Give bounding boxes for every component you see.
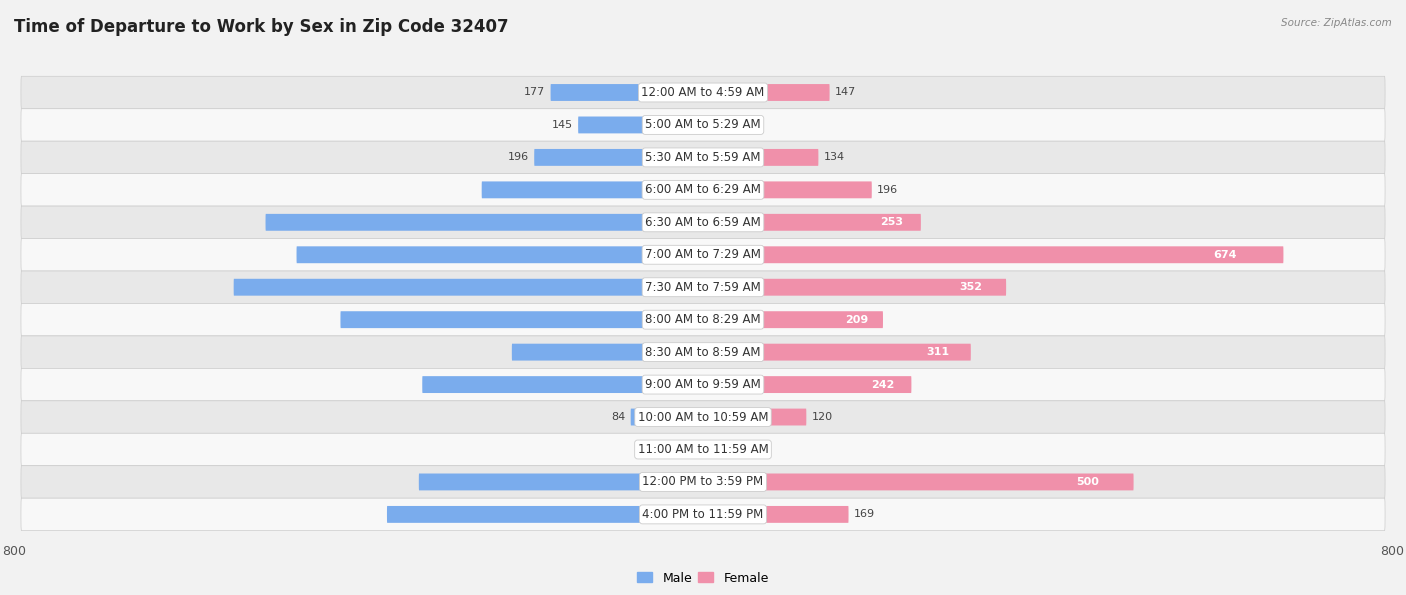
Text: 169: 169 <box>853 509 875 519</box>
FancyBboxPatch shape <box>534 149 703 166</box>
Text: 5:30 AM to 5:59 AM: 5:30 AM to 5:59 AM <box>645 151 761 164</box>
Text: 10:00 AM to 10:59 AM: 10:00 AM to 10:59 AM <box>638 411 768 424</box>
Text: 36: 36 <box>652 444 666 455</box>
FancyBboxPatch shape <box>21 433 1385 466</box>
FancyBboxPatch shape <box>703 311 883 328</box>
Text: 120: 120 <box>811 412 832 422</box>
Text: 311: 311 <box>927 347 949 357</box>
FancyBboxPatch shape <box>21 239 1385 271</box>
Text: 367: 367 <box>678 509 702 519</box>
FancyBboxPatch shape <box>233 279 703 296</box>
Text: 222: 222 <box>688 347 711 357</box>
FancyBboxPatch shape <box>21 336 1385 368</box>
Text: 12:00 PM to 3:59 PM: 12:00 PM to 3:59 PM <box>643 475 763 488</box>
FancyBboxPatch shape <box>419 474 703 490</box>
FancyBboxPatch shape <box>703 214 921 231</box>
Text: 253: 253 <box>880 217 904 227</box>
FancyBboxPatch shape <box>21 141 1385 174</box>
FancyBboxPatch shape <box>578 117 703 133</box>
FancyBboxPatch shape <box>21 466 1385 498</box>
FancyBboxPatch shape <box>703 409 807 425</box>
FancyBboxPatch shape <box>512 344 703 361</box>
Text: 242: 242 <box>872 380 894 390</box>
FancyBboxPatch shape <box>703 279 1007 296</box>
Text: 12:00 AM to 4:59 AM: 12:00 AM to 4:59 AM <box>641 86 765 99</box>
Text: 421: 421 <box>673 315 697 325</box>
Text: 134: 134 <box>824 152 845 162</box>
FancyBboxPatch shape <box>21 76 1385 109</box>
FancyBboxPatch shape <box>703 474 1133 490</box>
FancyBboxPatch shape <box>703 246 1284 263</box>
FancyBboxPatch shape <box>21 109 1385 141</box>
FancyBboxPatch shape <box>703 181 872 198</box>
Text: 11:00 AM to 11:59 AM: 11:00 AM to 11:59 AM <box>638 443 768 456</box>
FancyBboxPatch shape <box>703 506 849 523</box>
Text: 145: 145 <box>551 120 574 130</box>
Text: 6:00 AM to 6:29 AM: 6:00 AM to 6:29 AM <box>645 183 761 196</box>
FancyBboxPatch shape <box>387 506 703 523</box>
Text: 147: 147 <box>835 87 856 98</box>
FancyBboxPatch shape <box>21 498 1385 531</box>
Text: 7:30 AM to 7:59 AM: 7:30 AM to 7:59 AM <box>645 281 761 294</box>
FancyBboxPatch shape <box>482 181 703 198</box>
Text: 8:30 AM to 8:59 AM: 8:30 AM to 8:59 AM <box>645 346 761 359</box>
FancyBboxPatch shape <box>631 409 703 425</box>
FancyBboxPatch shape <box>21 303 1385 336</box>
Text: 5:00 AM to 5:29 AM: 5:00 AM to 5:29 AM <box>645 118 761 131</box>
Text: 196: 196 <box>508 152 529 162</box>
FancyBboxPatch shape <box>703 149 818 166</box>
Text: 209: 209 <box>845 315 869 325</box>
FancyBboxPatch shape <box>21 271 1385 303</box>
Text: 352: 352 <box>959 282 981 292</box>
FancyBboxPatch shape <box>703 84 830 101</box>
Text: Time of Departure to Work by Sex in Zip Code 32407: Time of Departure to Work by Sex in Zip … <box>14 18 509 36</box>
FancyBboxPatch shape <box>21 368 1385 401</box>
Text: 674: 674 <box>1213 250 1237 260</box>
Text: 330: 330 <box>681 477 703 487</box>
FancyBboxPatch shape <box>422 376 703 393</box>
Text: 9:00 AM to 9:59 AM: 9:00 AM to 9:59 AM <box>645 378 761 391</box>
Legend: Male, Female: Male, Female <box>633 566 773 590</box>
FancyBboxPatch shape <box>672 441 703 458</box>
FancyBboxPatch shape <box>21 174 1385 206</box>
Text: 4:00 PM to 11:59 PM: 4:00 PM to 11:59 PM <box>643 508 763 521</box>
FancyBboxPatch shape <box>266 214 703 231</box>
Text: 472: 472 <box>671 250 693 260</box>
FancyBboxPatch shape <box>340 311 703 328</box>
Text: 177: 177 <box>524 87 546 98</box>
Text: 84: 84 <box>612 412 626 422</box>
Text: 545: 545 <box>665 282 689 292</box>
FancyBboxPatch shape <box>703 344 970 361</box>
FancyBboxPatch shape <box>297 246 703 263</box>
Text: 7:00 AM to 7:29 AM: 7:00 AM to 7:29 AM <box>645 248 761 261</box>
Text: 326: 326 <box>681 380 704 390</box>
FancyBboxPatch shape <box>703 376 911 393</box>
FancyBboxPatch shape <box>21 206 1385 239</box>
Text: 508: 508 <box>668 217 690 227</box>
Text: 6:30 AM to 6:59 AM: 6:30 AM to 6:59 AM <box>645 216 761 229</box>
Text: 257: 257 <box>685 185 709 195</box>
FancyBboxPatch shape <box>21 401 1385 433</box>
Text: 196: 196 <box>877 185 898 195</box>
FancyBboxPatch shape <box>551 84 703 101</box>
Text: Source: ZipAtlas.com: Source: ZipAtlas.com <box>1281 18 1392 28</box>
Text: 500: 500 <box>1076 477 1099 487</box>
Text: 8:00 AM to 8:29 AM: 8:00 AM to 8:29 AM <box>645 313 761 326</box>
